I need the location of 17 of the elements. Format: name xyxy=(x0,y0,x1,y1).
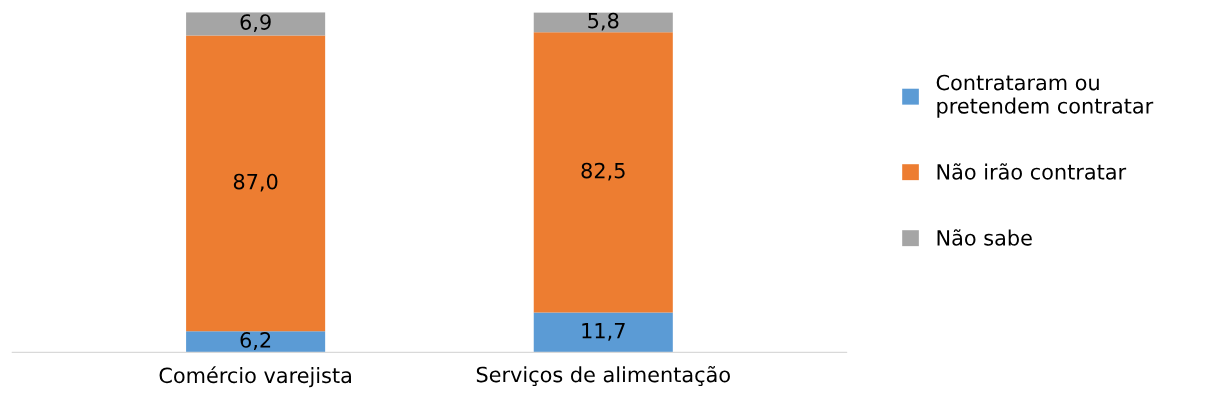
bar xyxy=(533,312,673,353)
data-label: 82,5 xyxy=(581,162,625,181)
bar xyxy=(186,331,326,353)
legend-label: Não sabe xyxy=(937,229,1032,246)
data-label: 11,7 xyxy=(582,323,625,341)
bar xyxy=(533,32,673,313)
bar xyxy=(186,12,326,36)
x-tick-label: Serviços de alimentação xyxy=(476,365,730,387)
data-label: 6,2 xyxy=(240,332,271,350)
legend-label: Contrataram ou pretendem contratar xyxy=(936,74,1154,118)
x-tick-label: Comércio varejista xyxy=(159,366,351,388)
data-label: 6,9 xyxy=(240,14,271,33)
bar xyxy=(533,12,673,33)
bar xyxy=(186,35,326,332)
legend-label: Não irão contratar xyxy=(937,163,1127,180)
data-label: 5,8 xyxy=(588,12,619,31)
data-label: 87,0 xyxy=(233,173,278,192)
